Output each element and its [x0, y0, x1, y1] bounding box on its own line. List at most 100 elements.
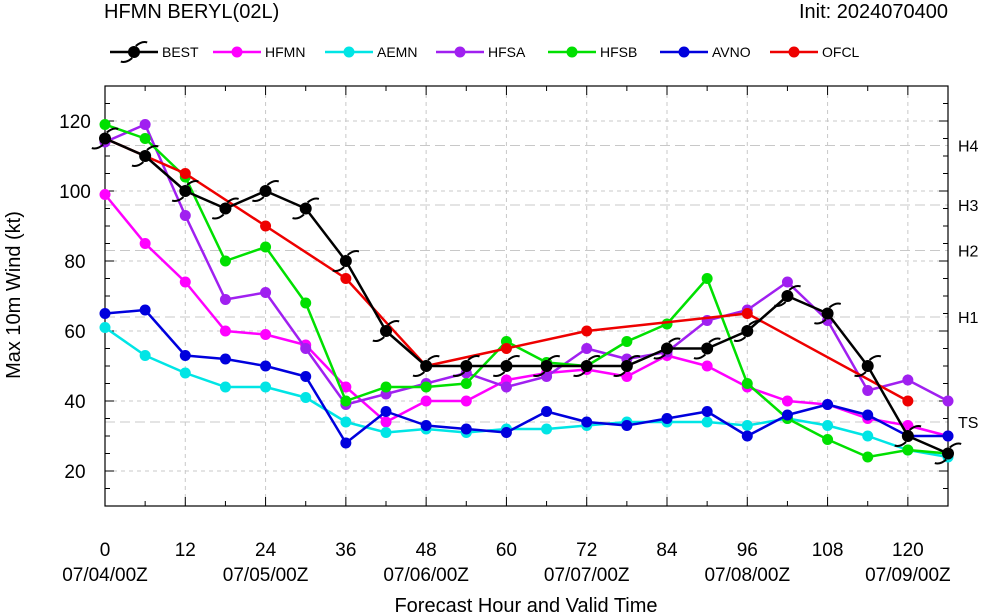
- x-tick-label: 48: [416, 540, 437, 561]
- data-point-hfmn: [99, 189, 111, 200]
- data-point-best: [252, 179, 280, 203]
- legend-label-hfsa: HFSA: [488, 44, 526, 60]
- data-point-hfsa: [781, 276, 793, 288]
- data-point-best: [171, 179, 199, 203]
- legend-label-hfmn: HFMN: [265, 44, 305, 60]
- legend-marker-best: [120, 40, 148, 64]
- y-tick-label: 100: [59, 182, 91, 203]
- data-point-aemn: [99, 322, 111, 333]
- legend-item-hfmn: HFMN: [213, 44, 305, 60]
- data-point-aemn: [822, 420, 834, 431]
- x-tick-label: 60: [496, 540, 517, 561]
- data-point-best: [372, 319, 400, 343]
- x-tick-label: 108: [812, 540, 844, 561]
- data-point-best: [412, 354, 440, 378]
- data-point-ofcl: [260, 220, 272, 232]
- series-line-avno: [104, 308, 948, 445]
- data-point-avno: [139, 304, 151, 316]
- data-point-hfsa: [581, 343, 593, 354]
- date-tick-label: 07/07/00Z: [544, 565, 630, 586]
- data-point-hfsb: [862, 451, 874, 463]
- data-point-best: [773, 284, 801, 308]
- legend-marker-hfmn: [231, 46, 243, 58]
- series-line-hfmn: [104, 193, 949, 438]
- data-point-hfsa: [300, 343, 312, 354]
- legend-label-aemn: AEMN: [377, 44, 417, 60]
- x-axis-label: Forecast Hour and Valid Time: [394, 595, 657, 616]
- data-point-avno: [99, 308, 111, 319]
- data-point-best: [854, 354, 882, 378]
- data-point-hfmn: [460, 395, 472, 407]
- legend-item-ofcl: OFCL: [770, 44, 860, 60]
- data-point-hfsb: [420, 381, 432, 393]
- legend-item-avno: AVNO: [660, 44, 751, 60]
- y-tick-label: 120: [59, 112, 91, 133]
- legend-label-best: BEST: [162, 44, 199, 60]
- legend-marker-ofcl: [788, 46, 800, 58]
- x-tick-label: 24: [255, 540, 277, 561]
- data-point-best: [332, 249, 360, 273]
- data-point-hfsa: [942, 395, 954, 407]
- x-tick-label: 12: [175, 540, 196, 561]
- legend: BEST HFMN AEMN HFSA HFSB AVNO OFCL: [110, 40, 860, 64]
- series-hfsb: [99, 119, 954, 463]
- data-point-avno: [741, 430, 753, 442]
- y-tick-label: 60: [64, 322, 85, 343]
- x-tick-label: 96: [737, 540, 758, 561]
- data-point-ofcl: [500, 343, 512, 354]
- date-tick-label: 07/05/00Z: [223, 565, 309, 586]
- data-point-hfsb: [741, 378, 753, 389]
- data-point-best: [573, 354, 601, 378]
- data-point-best: [814, 302, 842, 325]
- y-axis-label: Max 10m Wind (kt): [3, 211, 25, 379]
- plot-frame: [104, 85, 949, 507]
- data-point-hfsa: [500, 381, 512, 393]
- data-point-hfmn: [420, 395, 432, 407]
- data-point-aemn: [701, 416, 713, 428]
- data-point-hfmn: [260, 329, 272, 340]
- data-point-hfsb: [621, 336, 633, 347]
- date-tick-label: 07/06/00Z: [383, 565, 469, 586]
- data-point-aemn: [300, 392, 312, 403]
- legend-item-hfsa: HFSA: [436, 44, 526, 60]
- data-point-aemn: [260, 381, 272, 393]
- data-point-best: [613, 354, 641, 378]
- data-point-aemn: [380, 427, 392, 438]
- data-point-aemn: [179, 367, 191, 379]
- data-point-hfsb: [380, 381, 392, 393]
- date-tick-label: 07/09/00Z: [865, 565, 951, 586]
- data-point-avno: [862, 409, 874, 421]
- data-point-hfsa: [139, 119, 151, 130]
- data-point-avno: [942, 430, 954, 442]
- data-point-avno: [460, 423, 472, 435]
- data-point-best: [492, 354, 520, 378]
- date-tick-label: 07/08/00Z: [704, 565, 790, 586]
- data-point-best: [653, 337, 681, 360]
- data-point-aemn: [340, 416, 352, 428]
- threshold-label: H1: [958, 310, 979, 327]
- series-avno: [99, 304, 954, 449]
- data-point-hfsa: [219, 294, 231, 305]
- data-point-avno: [661, 413, 673, 424]
- data-point-best: [894, 424, 922, 448]
- data-point-best: [211, 197, 239, 220]
- data-point-hfsb: [99, 119, 111, 130]
- data-point-best: [733, 319, 761, 343]
- plot-area: TS H1 H2 H3 H4 20 40 60 80 100 120 0 12 24 36 48 60 72 84 9…: [59, 85, 979, 586]
- data-point-avno: [541, 406, 553, 417]
- data-point-hfsb: [701, 273, 713, 284]
- series-line-hfsb: [104, 123, 949, 459]
- data-point-avno: [179, 350, 191, 361]
- data-point-hfsb: [219, 255, 231, 267]
- data-point-aemn: [219, 381, 231, 393]
- series-best: [91, 127, 962, 465]
- threshold-label: TS: [958, 415, 978, 432]
- data-point-hfmn: [179, 276, 191, 288]
- data-point-hfsb: [822, 434, 834, 445]
- series-line-hfsa: [104, 123, 949, 406]
- data-point-hfsa: [862, 385, 874, 396]
- threshold-label: H3: [958, 198, 979, 215]
- x-tick-label: 84: [656, 540, 678, 561]
- data-point-aemn: [862, 430, 874, 442]
- x-tick-label: 72: [576, 540, 597, 561]
